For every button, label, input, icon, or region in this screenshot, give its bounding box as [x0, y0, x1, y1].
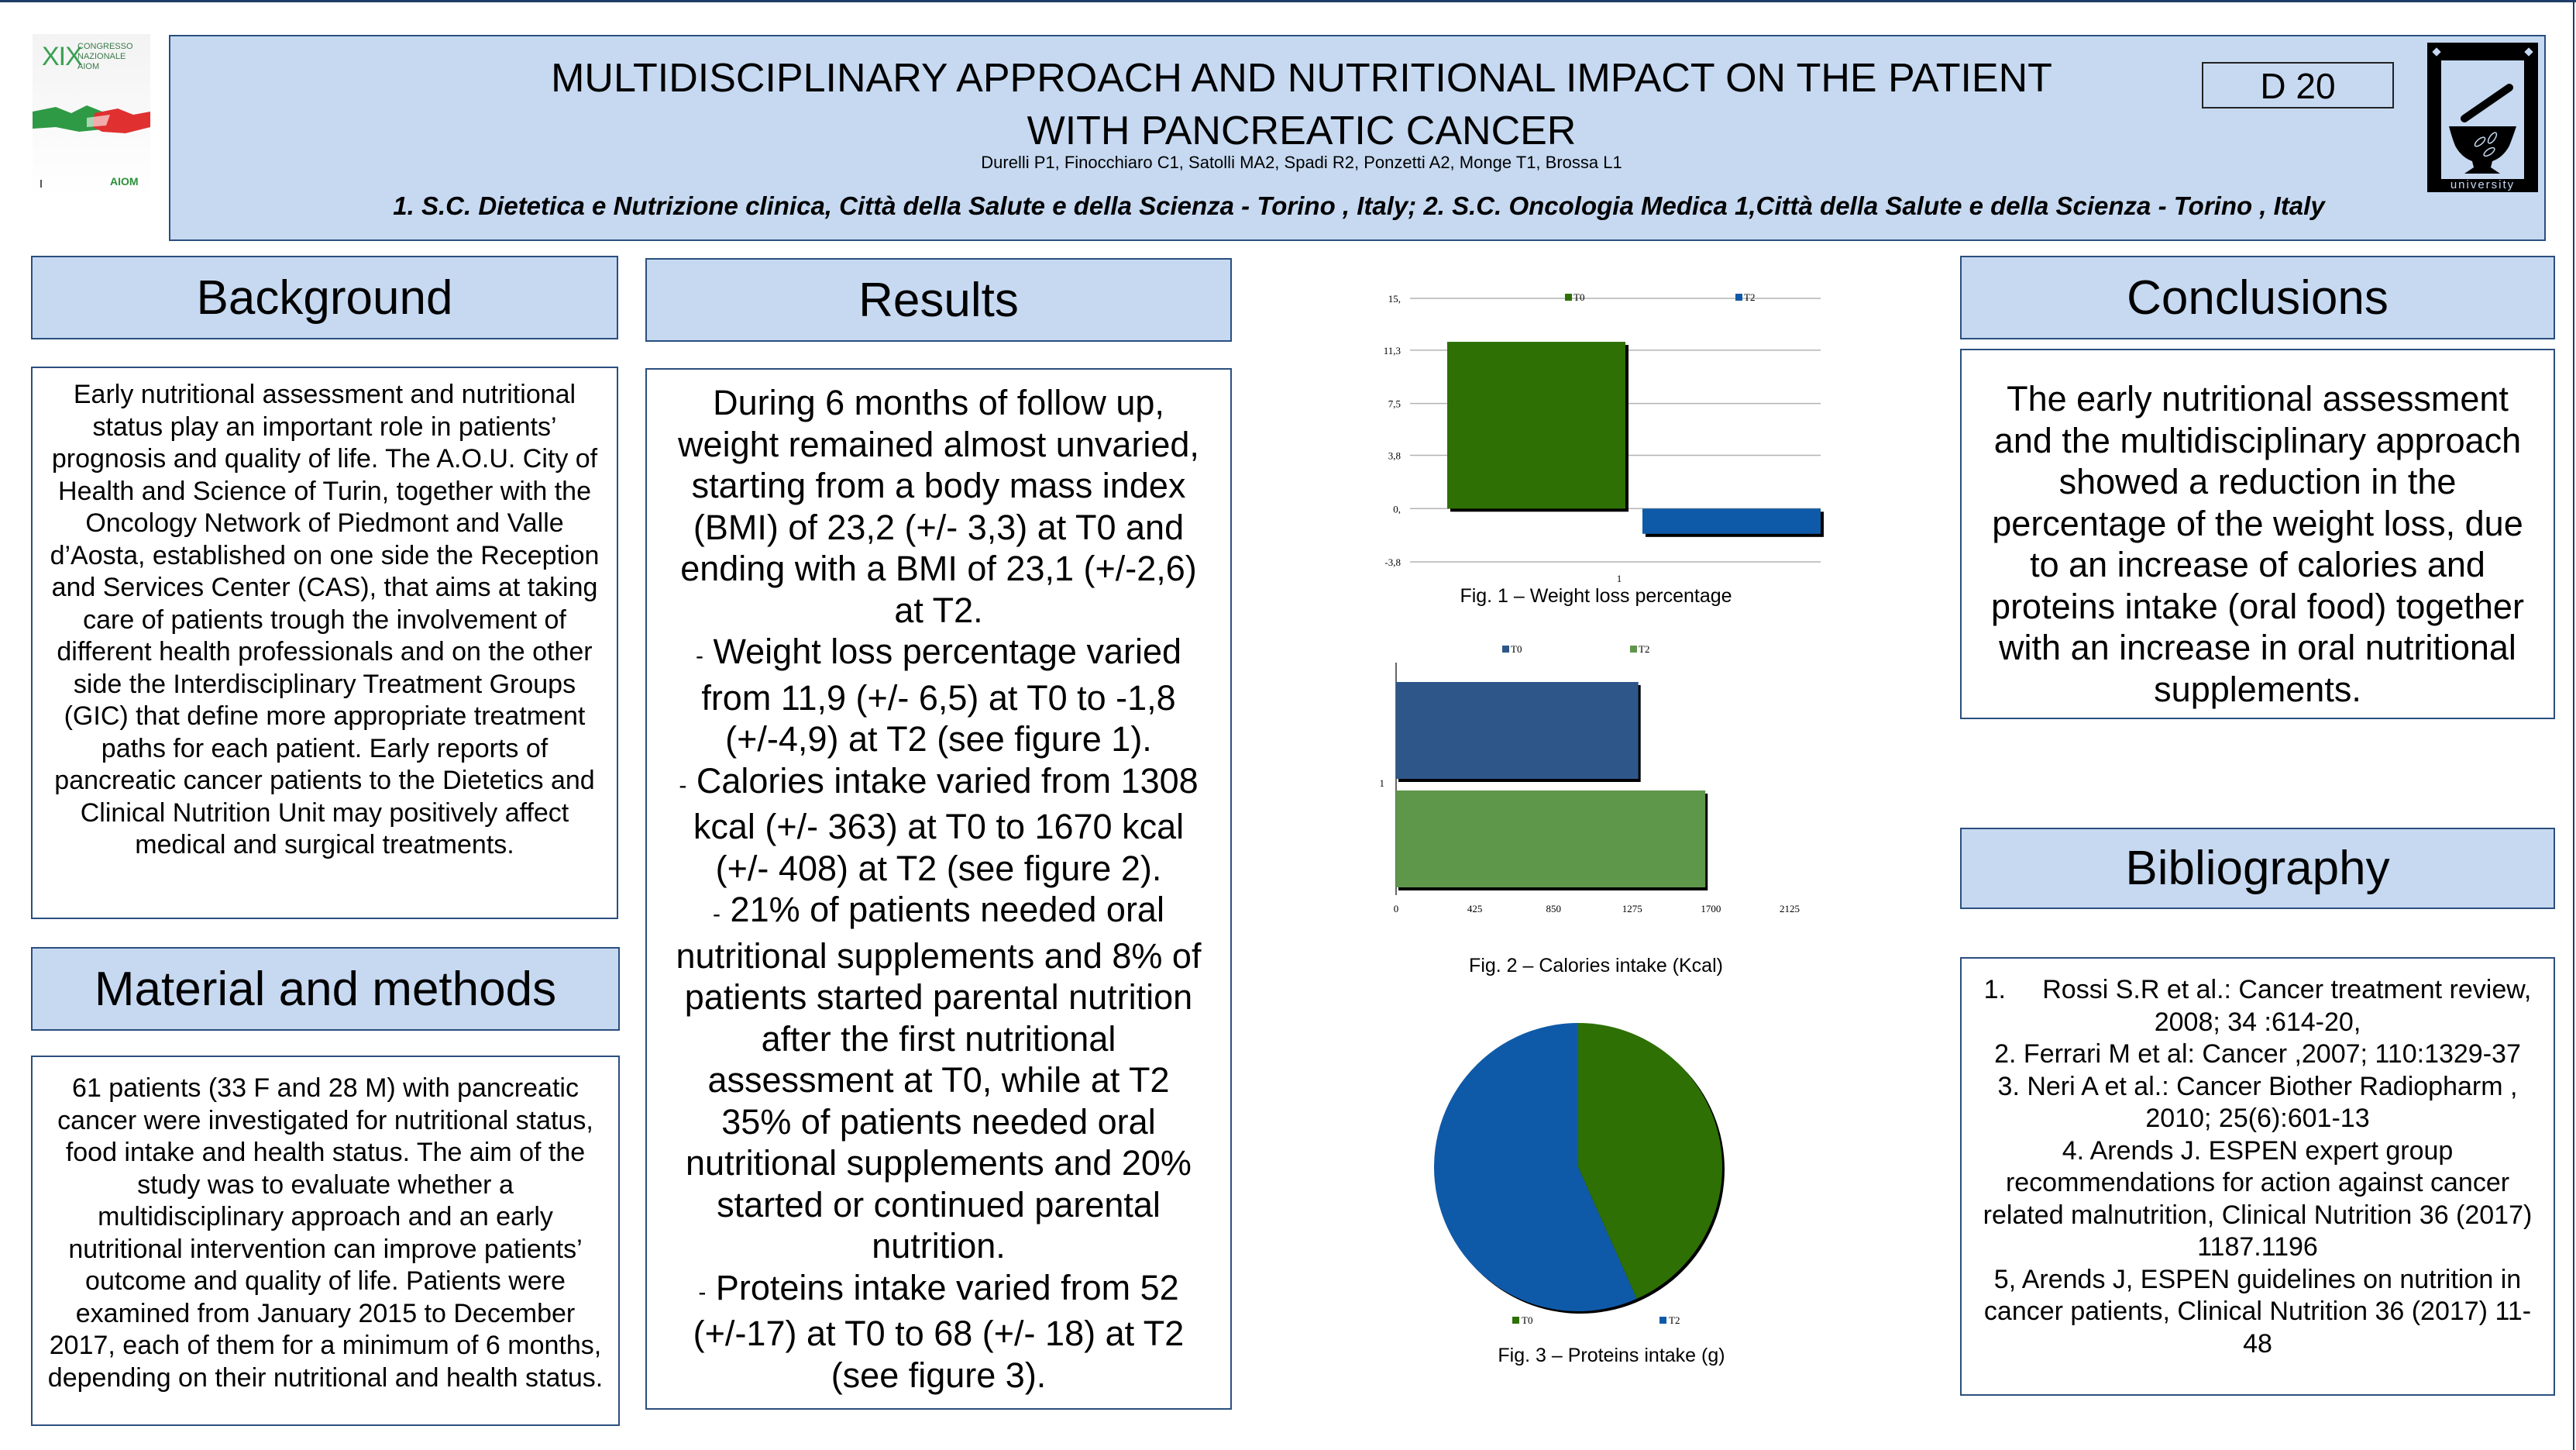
bar-t2 [1396, 790, 1706, 887]
authors: Durelli P1, Finocchiaro C1, Satolli MA2,… [981, 153, 1622, 172]
proteins-chart: T0 T2 [1434, 1023, 1725, 1325]
conclusions-heading: Conclusions [2127, 270, 2389, 325]
x-tick-label: 0 [1394, 903, 1399, 914]
conclusions-body-box: The early nutritional assessment and the… [1960, 349, 2555, 719]
bullet-marker: - [679, 772, 687, 798]
bibliography-item: 5, Arends J, ESPEN guidelines on nutriti… [1983, 1264, 2532, 1359]
diamond-icon [2524, 47, 2533, 57]
bibliography-item: 1. Rossi S.R et al.: Cancer treatment re… [1983, 975, 2547, 1037]
fig1-caption: Fig. 1 – Weight loss percentage [1460, 585, 1732, 607]
legend-label: T2 [1639, 643, 1649, 655]
poster-title: MULTIDISCIPLINARY APPROACH AND NUTRITION… [527, 52, 2076, 157]
poster-code: D 20 [2202, 62, 2394, 108]
pie-slice-t0 [1578, 1023, 1722, 1299]
results-bullet-text: Proteins intake varied from 52 (+/-17) a… [693, 1267, 1185, 1395]
bibliography-body-box: 1. Rossi S.R et al.: Cancer treatment re… [1960, 957, 2555, 1396]
y-tick-label: 11,3 [1384, 345, 1401, 356]
results-bullet: - 21% of patients needed oral nutritiona… [669, 889, 1209, 1267]
background-heading: Background [196, 270, 453, 325]
methods-heading: Material and methods [94, 962, 557, 1016]
legend-swatch [1512, 1317, 1519, 1324]
diamond-icon [2432, 47, 2441, 57]
calories-chart: 0 425 850 1275 1700 2125 T0 T2 1 [1380, 643, 1800, 914]
top-border [0, 0, 2576, 2]
y-tick-label: -3,8 [1384, 556, 1401, 568]
poster-title-line1: MULTIDISCIPLINARY APPROACH AND NUTRITION… [551, 56, 2052, 101]
results-heading: Results [858, 273, 1019, 327]
legend-label: T0 [1511, 643, 1522, 655]
x-tick-label: 425 [1467, 903, 1483, 914]
logo-acronym: AIOM [110, 175, 139, 188]
results-bullet: - Proteins intake varied from 52 (+/-17)… [669, 1267, 1209, 1397]
results-body-box: During 6 months of follow up, weight rem… [645, 368, 1232, 1410]
pie-slice-t2 [1434, 1023, 1637, 1311]
logo-sponsor-mark [40, 180, 91, 188]
bar-t0 [1396, 682, 1639, 779]
results-bullet-text: Calories intake varied from 1308 kcal (+… [693, 760, 1199, 888]
background-body-box: Early nutritional assessment and nutriti… [31, 367, 618, 919]
legend-swatch [1502, 646, 1509, 653]
tricolor-flag-icon [33, 105, 150, 133]
university-logo: university [2427, 43, 2538, 192]
bullet-marker: - [695, 643, 703, 669]
right-border [2573, 0, 2574, 1450]
conference-logo: XIX CONGRESSO NAZIONALE AIOM AIOM [33, 34, 150, 198]
bibliography-heading-box: Bibliography [1960, 828, 2555, 909]
legend-label: T2 [1744, 291, 1755, 303]
results-intro: During 6 months of follow up, weight rem… [678, 383, 1199, 630]
bibliography-item: 2. Ferrari M et al: Cancer ,2007; 110:13… [1994, 1039, 2521, 1069]
bar-t2 [1642, 508, 1821, 534]
university-logo-label: university [2450, 178, 2516, 191]
bar-t0 [1447, 342, 1625, 509]
x-tick-label: 1275 [1622, 903, 1642, 914]
results-bullet-text: 21% of patients needed oral nutritional … [676, 890, 1202, 1266]
results-heading-box: Results [645, 258, 1232, 342]
y-tick-label: 3,8 [1388, 450, 1401, 462]
fig2-caption: Fig. 2 – Calories intake (Kcal) [1469, 955, 1723, 976]
x-tick-label: 2125 [1780, 903, 1800, 914]
legend-label: T2 [1669, 1314, 1680, 1325]
poster-header: MULTIDISCIPLINARY APPROACH AND NUTRITION… [169, 35, 2546, 241]
legend-swatch [1735, 294, 1742, 301]
background-heading-box: Background [31, 256, 618, 339]
legend-swatch [1659, 1317, 1666, 1324]
bibliography-item: 3. Neri A et al.: Cancer Biother Radioph… [1997, 1071, 2518, 1134]
affiliations: 1. S.C. Dietetica e Nutrizione clinica, … [393, 191, 2325, 220]
methods-text: 61 patients (33 F and 28 M) with pancrea… [47, 1073, 604, 1393]
logo-roman-numeral: XIX [42, 42, 83, 71]
mortar-pestle-icon [2449, 84, 2516, 174]
bullet-marker: - [713, 901, 721, 927]
bibliography-heading: Bibliography [2125, 842, 2390, 895]
poster-title-line2: WITH PANCREATIC CANCER [1027, 108, 1577, 153]
results-bullet: - Calories intake varied from 1308 kcal … [669, 760, 1209, 890]
bullet-marker: - [698, 1279, 707, 1305]
conclusions-text: The early nutritional assessment and the… [1991, 379, 2524, 709]
results-bullet: - Weight loss percentage varied from 11,… [669, 631, 1209, 760]
legend-label: T0 [1573, 291, 1584, 303]
x-tick-label: 1 [1617, 573, 1622, 584]
legend-label: T0 [1522, 1314, 1532, 1325]
y-tick-label: 1 [1380, 777, 1385, 789]
conclusions-heading-box: Conclusions [1960, 256, 2555, 339]
results-bullet-text: Weight loss percentage varied from 11,9 … [701, 632, 1182, 759]
weight-loss-chart: -3,8 0, 3,8 7,5 11,3 15, T0 T2 1 [1384, 291, 1824, 584]
fig3-caption: Fig. 3 – Proteins intake (g) [1498, 1345, 1725, 1366]
y-tick-label: 15, [1388, 293, 1401, 305]
bibliography-item: 4. Arends J. ESPEN expert group recommen… [1983, 1135, 2533, 1262]
x-tick-label: 1700 [1701, 903, 1721, 914]
x-tick-label: 850 [1546, 903, 1561, 914]
y-tick-label: 7,5 [1388, 398, 1401, 410]
methods-body-box: 61 patients (33 F and 28 M) with pancrea… [31, 1056, 620, 1426]
legend-swatch [1630, 646, 1637, 653]
background-text: Early nutritional assessment and nutriti… [50, 380, 600, 859]
logo-text: CONGRESSO NAZIONALE AIOM [77, 42, 133, 71]
y-tick-label: 0, [1393, 503, 1401, 515]
university-logo-panel [2441, 60, 2524, 179]
legend-swatch [1565, 294, 1572, 301]
methods-heading-box: Material and methods [31, 947, 620, 1031]
